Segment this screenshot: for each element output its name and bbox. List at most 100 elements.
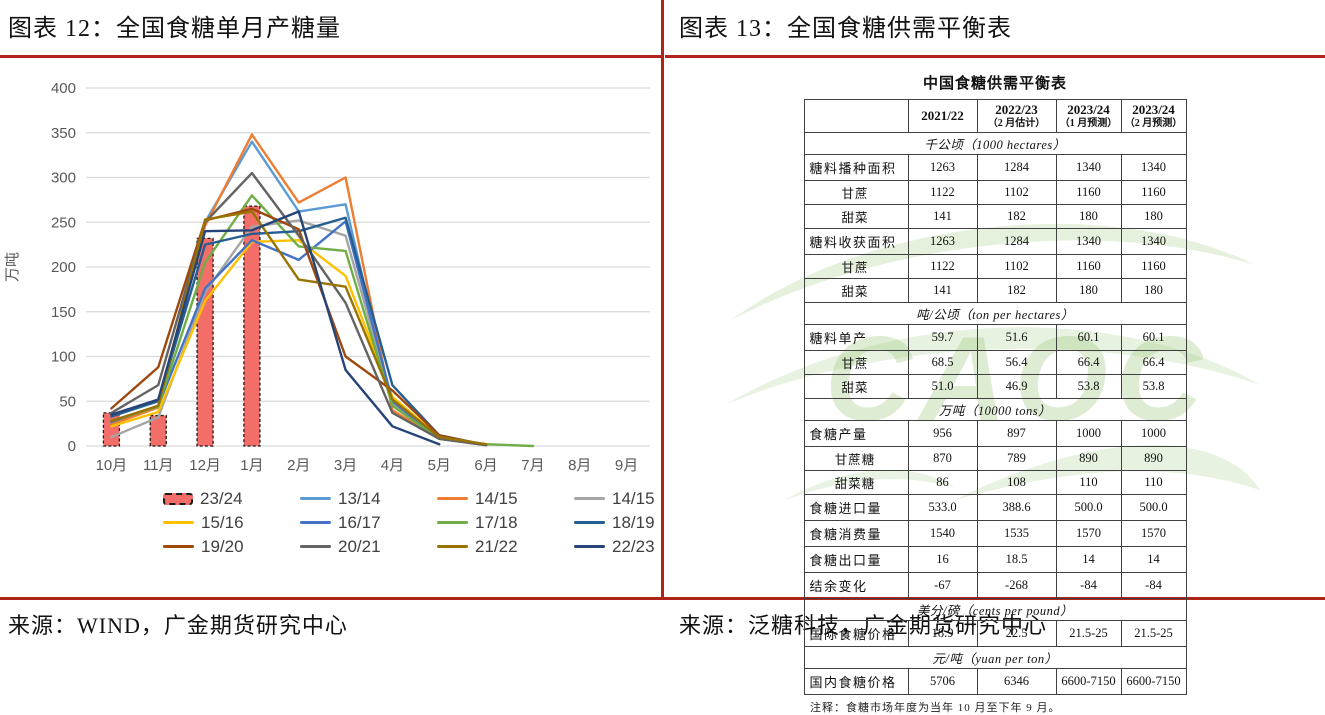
value-cell: 141 bbox=[907, 204, 978, 230]
legend-item-22-23: 22/23 bbox=[574, 535, 711, 558]
table-row: 结余变化 -67 -268 -84 -84 bbox=[803, 572, 1187, 600]
x-tick-label: 11月 bbox=[143, 457, 174, 474]
corner-cell bbox=[803, 98, 909, 134]
y-tick-label: 0 bbox=[68, 438, 76, 455]
value-cell: 21.5-25 bbox=[1055, 620, 1122, 648]
legend-item-20-21: 20/21 bbox=[300, 535, 437, 558]
legend-label: 20/21 bbox=[338, 536, 381, 556]
value-cell: 1284 bbox=[976, 154, 1057, 182]
value-cell: 86 bbox=[907, 470, 978, 496]
value-cell: 1102 bbox=[976, 180, 1057, 206]
table-row: 糖料单产 59.7 51.6 60.1 60.1 bbox=[803, 324, 1187, 352]
legend-item-18-19: 18/19 bbox=[574, 511, 711, 534]
legend-line-swatch bbox=[300, 520, 331, 525]
value-cell: 1160 bbox=[1120, 254, 1187, 280]
legend-item-16-17: 16/17 bbox=[300, 511, 437, 534]
caption-underline bbox=[0, 55, 662, 58]
row-label: 国际食糖价格 bbox=[803, 620, 909, 648]
y-tick-label: 100 bbox=[51, 349, 76, 366]
y-tick-label: 250 bbox=[51, 214, 76, 231]
row-label: 甘蔗 bbox=[803, 180, 909, 206]
line-17/18 bbox=[110, 194, 535, 448]
section-row: 吨/公顷（ton per hectares） bbox=[803, 302, 1187, 326]
column-header: 2023/24 （1 月预测） bbox=[1055, 98, 1122, 134]
y-tick-label: 150 bbox=[51, 304, 76, 321]
panel-divider bbox=[661, 0, 664, 599]
value-cell: 60.1 bbox=[1055, 324, 1122, 352]
chart-legend: 23/24 13/14 14/15 14/15 15/16 16/17 17/18 18/19… bbox=[0, 487, 825, 558]
value-cell: 1000 bbox=[1055, 420, 1122, 448]
table-row: 甜菜 51.0 46.9 53.8 53.8 bbox=[803, 374, 1187, 400]
value-cell: 14 bbox=[1055, 546, 1122, 574]
table-caption: 图表 13：全国食糖供需平衡表 bbox=[679, 16, 1012, 42]
legend-line-swatch bbox=[300, 544, 331, 549]
value-cell: 1122 bbox=[907, 180, 978, 206]
value-cell: 18.5 bbox=[976, 546, 1057, 574]
source-left: 来源：WIND，广金期货研究中心 bbox=[8, 613, 348, 638]
legend-label: 17/18 bbox=[475, 512, 518, 532]
section-label: 美分/磅（cents per pound） bbox=[803, 598, 1187, 622]
row-label: 甘蔗糖 bbox=[803, 446, 909, 472]
legend-line-swatch bbox=[437, 544, 468, 549]
value-cell: 1000 bbox=[1120, 420, 1187, 448]
line-14/15 bbox=[110, 133, 488, 447]
row-label: 甘蔗 bbox=[803, 254, 909, 280]
legend-item-15-16: 15/16 bbox=[163, 511, 300, 534]
row-label: 甜菜 bbox=[803, 374, 909, 400]
value-cell: 14 bbox=[1120, 546, 1187, 574]
value-cell: 1340 bbox=[1055, 154, 1122, 182]
value-cell: 60.1 bbox=[1120, 324, 1187, 352]
legend-line-swatch bbox=[437, 496, 468, 501]
value-cell: 897 bbox=[976, 420, 1057, 448]
table-row: 甜菜 141 182 180 180 bbox=[803, 278, 1187, 304]
value-cell: 956 bbox=[907, 420, 978, 448]
value-cell: 1570 bbox=[1055, 520, 1122, 548]
value-cell: 182 bbox=[976, 204, 1057, 230]
value-cell: 1535 bbox=[976, 520, 1057, 548]
legend-line-swatch bbox=[300, 496, 331, 501]
value-cell: 51.6 bbox=[976, 324, 1057, 352]
value-cell: 1340 bbox=[1055, 228, 1122, 256]
table-row: 甘蔗 1122 1102 1160 1160 bbox=[803, 180, 1187, 206]
value-cell: 6346 bbox=[976, 668, 1057, 696]
value-cell: 66.4 bbox=[1055, 350, 1122, 376]
line-15/16 bbox=[110, 238, 488, 447]
balance-table-block: 中国食糖供需平衡表 2021/22 2022/23 （2 月估计） 2023/24 （1… bbox=[665, 72, 1325, 715]
bar-23/24 bbox=[102, 412, 121, 447]
value-cell: 53.8 bbox=[1120, 374, 1187, 400]
value-cell: 66.4 bbox=[1120, 350, 1187, 376]
y-tick-label: 350 bbox=[51, 125, 76, 142]
value-cell: 1570 bbox=[1120, 520, 1187, 548]
y-tick-label: 300 bbox=[51, 170, 76, 187]
value-cell: 21.5-25 bbox=[1120, 620, 1187, 648]
value-cell: 1160 bbox=[1055, 180, 1122, 206]
value-cell: 16 bbox=[907, 546, 978, 574]
legend-label: 21/22 bbox=[475, 536, 518, 556]
value-cell: 533.0 bbox=[907, 494, 978, 522]
value-cell: 1102 bbox=[976, 254, 1057, 280]
table-row: 国际食糖价格 18.9 22.5 21.5-25 21.5-25 bbox=[803, 620, 1187, 648]
legend-item-17-18: 17/18 bbox=[437, 511, 574, 534]
table-row: 国内食糖价格 5706 6346 6600-7150 6600-7150 bbox=[803, 668, 1187, 696]
value-cell: 182 bbox=[976, 278, 1057, 304]
x-tick-label: 8月 bbox=[568, 457, 591, 474]
row-label: 甜菜 bbox=[803, 278, 909, 304]
value-cell: -84 bbox=[1055, 572, 1122, 600]
value-cell: 1122 bbox=[907, 254, 978, 280]
value-cell: 1263 bbox=[907, 228, 978, 256]
table-row: 糖料播种面积 1263 1284 1340 1340 bbox=[803, 154, 1187, 182]
value-cell: 110 bbox=[1055, 470, 1122, 496]
legend-label: 23/24 bbox=[200, 488, 243, 508]
legend-item-14-15: 14/15 bbox=[437, 487, 574, 510]
column-header: 2021/22 bbox=[907, 98, 978, 134]
legend-line-swatch bbox=[163, 544, 194, 549]
value-cell: 53.8 bbox=[1055, 374, 1122, 400]
table-row: 食糖产量 956 897 1000 1000 bbox=[803, 420, 1187, 448]
value-cell: 180 bbox=[1120, 204, 1187, 230]
table-title: 中国食糖供需平衡表 bbox=[922, 75, 1067, 92]
x-tick-label: 7月 bbox=[521, 457, 544, 474]
value-cell: 789 bbox=[976, 446, 1057, 472]
table-row: 糖料收获面积 1263 1284 1340 1340 bbox=[803, 228, 1187, 256]
x-tick-label: 6月 bbox=[474, 457, 497, 474]
section-label: 万吨（10000 tons） bbox=[803, 398, 1187, 422]
